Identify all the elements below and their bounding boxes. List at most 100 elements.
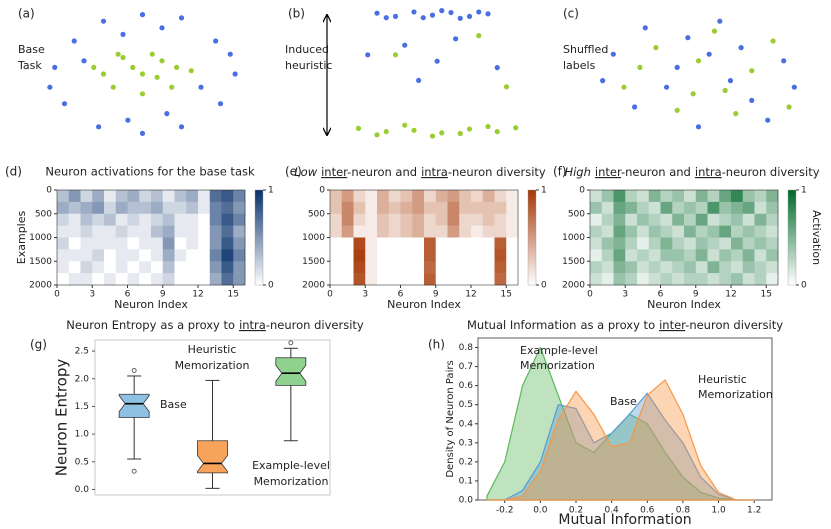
heatmap-cell bbox=[412, 261, 425, 274]
heatmap-cell bbox=[695, 225, 708, 238]
heatmap-cell bbox=[648, 213, 661, 226]
x-tick-label: 15 bbox=[501, 290, 512, 300]
heatmap-cell bbox=[330, 190, 343, 203]
heatmap-cell bbox=[719, 237, 732, 250]
heatmap-cell bbox=[435, 213, 448, 226]
heatmap-cell bbox=[92, 225, 105, 238]
heatmap-cell bbox=[80, 190, 93, 203]
heatmap-cell bbox=[151, 225, 164, 238]
heatmap-cell bbox=[377, 237, 390, 250]
x-tick-label: 1.2 bbox=[747, 506, 761, 516]
point bbox=[513, 125, 519, 131]
point bbox=[717, 18, 723, 24]
heatmap-cell bbox=[459, 249, 472, 262]
point bbox=[738, 45, 744, 51]
heatmap-cell bbox=[57, 225, 70, 238]
heatmap-cell bbox=[459, 190, 472, 203]
x-axis-label: Mutual Information bbox=[558, 512, 691, 528]
point bbox=[663, 84, 670, 90]
colorbar bbox=[787, 189, 797, 286]
curve-annotation: Heuristic bbox=[698, 373, 747, 386]
heatmap-cell bbox=[68, 249, 81, 262]
heatmap-cell bbox=[92, 273, 105, 286]
heatmap-cell bbox=[377, 273, 390, 286]
heatmap-cell bbox=[233, 213, 246, 226]
heatmap-cell bbox=[174, 201, 187, 215]
heatmap-cell bbox=[660, 249, 673, 262]
point bbox=[232, 71, 238, 77]
heatmap-cell bbox=[412, 273, 425, 286]
heatmap-cell bbox=[233, 237, 246, 250]
x-tick-label: 0.2 bbox=[569, 506, 583, 516]
heatmap-cell bbox=[754, 201, 767, 215]
point bbox=[374, 10, 380, 16]
heatmap-cell bbox=[221, 261, 234, 274]
heatmap-cell bbox=[754, 249, 767, 262]
heatmap-cell bbox=[139, 249, 152, 262]
y-axis-label: Neuron Entropy bbox=[53, 359, 71, 477]
colorbar-tick-label: 1 bbox=[801, 186, 807, 196]
heatmap-cell bbox=[684, 213, 697, 226]
point bbox=[770, 38, 776, 44]
heatmap-cell bbox=[162, 190, 175, 203]
heatmap-cell bbox=[209, 190, 222, 203]
heatmap-cell bbox=[57, 237, 70, 250]
heatmap-cell bbox=[377, 201, 390, 215]
heatmap-cell bbox=[341, 201, 354, 215]
x-tick-label: 0.6 bbox=[640, 506, 655, 516]
heatmap-cell bbox=[365, 273, 378, 286]
x-tick-label: 3 bbox=[622, 290, 628, 300]
point bbox=[164, 111, 170, 117]
heatmap-cell bbox=[719, 201, 732, 215]
heatmap-cell bbox=[174, 249, 187, 262]
point bbox=[120, 54, 126, 61]
panel-annotation: heuristic bbox=[285, 59, 332, 72]
heatmap-cell bbox=[377, 225, 390, 238]
point bbox=[685, 35, 691, 41]
point bbox=[61, 101, 68, 107]
point bbox=[632, 104, 638, 110]
x-tick-label: 6 bbox=[125, 290, 131, 300]
heatmap-cell bbox=[353, 273, 366, 286]
heatmap-cell bbox=[742, 237, 755, 250]
heatmap-cell bbox=[707, 237, 720, 250]
heatmap-cell bbox=[707, 213, 720, 226]
point bbox=[178, 15, 185, 21]
heatmap-cell bbox=[601, 261, 614, 274]
x-tick-label: -0.2 bbox=[496, 506, 514, 516]
heatmap-cell bbox=[115, 273, 128, 286]
heatmap-cell bbox=[731, 190, 744, 203]
y-tick-label: 500 bbox=[308, 209, 325, 219]
heatmap-cell bbox=[365, 249, 378, 262]
heatmap-cell bbox=[353, 237, 366, 250]
heatmap-cell bbox=[766, 201, 779, 215]
box bbox=[275, 357, 307, 386]
point bbox=[420, 15, 426, 21]
x-tick-label: 3 bbox=[362, 290, 368, 300]
point bbox=[749, 68, 755, 74]
heatmap-cell bbox=[127, 225, 140, 238]
heatmap-cell bbox=[209, 237, 222, 250]
x-axis-label: Neuron Index bbox=[114, 298, 188, 311]
panel-title: High inter-neuron and intra-neuron diversi… bbox=[564, 165, 819, 179]
y-tick-label: 0.7 bbox=[459, 362, 473, 372]
density-area bbox=[486, 379, 755, 501]
heatmap-cell bbox=[471, 237, 484, 250]
heatmap-cell bbox=[139, 190, 152, 203]
point bbox=[485, 11, 491, 17]
heatmap-cell bbox=[719, 225, 732, 238]
heatmap-cell bbox=[174, 261, 187, 274]
heatmap-cell bbox=[648, 237, 661, 250]
panel-annotation: Task bbox=[17, 59, 42, 72]
point bbox=[653, 45, 659, 51]
point bbox=[695, 58, 702, 64]
point bbox=[485, 123, 491, 130]
y-tick-label: 0.5 bbox=[459, 400, 473, 410]
point bbox=[781, 58, 787, 64]
heatmap-cell bbox=[613, 237, 626, 250]
heatmap-cell bbox=[424, 261, 437, 274]
point bbox=[169, 84, 175, 90]
y-tick-label: 0.3 bbox=[459, 438, 473, 448]
heatmap-cell bbox=[104, 237, 117, 250]
heatmap-cell bbox=[471, 190, 484, 203]
